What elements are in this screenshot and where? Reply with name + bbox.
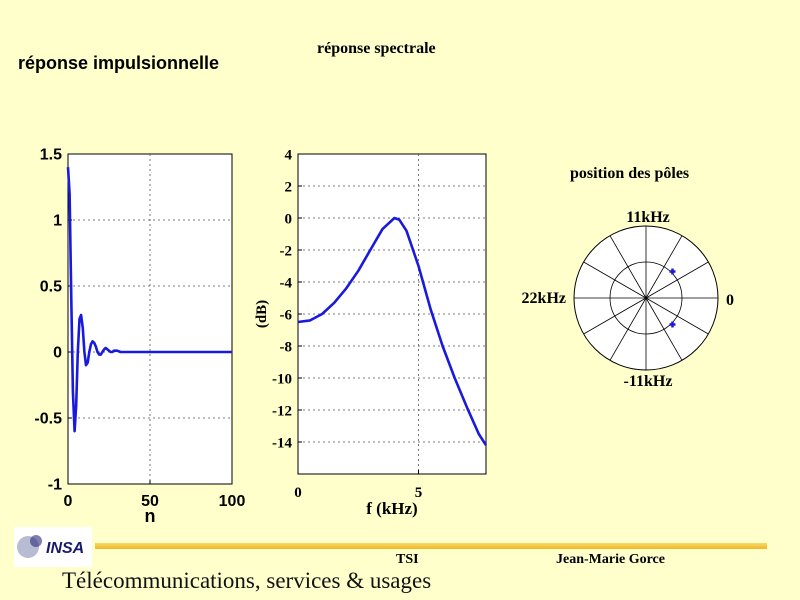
y-tick-label: -6 bbox=[280, 307, 293, 323]
y-tick-label: 2 bbox=[285, 179, 293, 195]
y-tick-label: -2 bbox=[280, 243, 293, 259]
y-tick-label: -10 bbox=[272, 371, 292, 387]
insa-logo: INSA bbox=[14, 527, 92, 567]
x-tick-label: 0 bbox=[294, 485, 302, 501]
label-left: 22kHz bbox=[522, 290, 566, 307]
spoke-line bbox=[645, 261, 709, 299]
poles-title: position des pôles bbox=[570, 165, 690, 182]
spectral-chart: 0 5 4 2 0 -2 -4 -6 -8 -10 -12 -14 f (kHz) (dB) bbox=[254, 147, 488, 518]
label-bottom: -11kHz bbox=[624, 373, 673, 390]
spoke-line bbox=[609, 235, 647, 299]
y-axis-title: (dB) bbox=[254, 300, 270, 328]
y-tick-label: 0.5 bbox=[40, 279, 62, 296]
footer-author: Jean-Marie Gorce bbox=[556, 552, 665, 567]
series-line bbox=[297, 216, 488, 446]
y-tick-label: 0 bbox=[285, 211, 293, 227]
spoke-line bbox=[583, 261, 647, 299]
x-axis-title: n bbox=[145, 506, 156, 526]
x-tick-label: 100 bbox=[219, 493, 246, 510]
series-line bbox=[66, 167, 232, 433]
spoke-line bbox=[645, 235, 683, 299]
y-tick-label: -1 bbox=[48, 477, 62, 494]
y-tick-label: 1.5 bbox=[40, 147, 62, 164]
x-axis-title: f (kHz) bbox=[366, 499, 417, 518]
insa-logo-icon: INSA bbox=[14, 527, 92, 567]
impulse-title: réponse impulsionnelle bbox=[18, 53, 220, 73]
y-tick-label: 0 bbox=[53, 345, 62, 362]
footer-course: TSI bbox=[396, 552, 419, 567]
spoke-line bbox=[609, 297, 647, 361]
footer-subtitle: Télécommunications, services & usages bbox=[62, 568, 432, 593]
y-tick-label: -0.5 bbox=[34, 411, 62, 428]
y-tick-label: -12 bbox=[272, 403, 292, 419]
impulse-chart: 0 50 100 1.5 1 0.5 0 -0.5 -1 n bbox=[34, 147, 246, 526]
label-right: 0 bbox=[726, 292, 734, 309]
y-tick-label: -8 bbox=[280, 339, 293, 355]
y-tick-label: 1 bbox=[53, 213, 62, 230]
x-tick-label: 5 bbox=[415, 485, 423, 501]
logo-text: INSA bbox=[46, 540, 84, 557]
y-tick-label: -4 bbox=[280, 275, 293, 291]
spoke-line bbox=[583, 297, 647, 335]
spoke-line bbox=[645, 297, 683, 361]
label-top: 11kHz bbox=[626, 209, 670, 226]
y-tick-label: 4 bbox=[285, 147, 293, 163]
spectral-title: réponse spectrale bbox=[317, 40, 436, 57]
footer-bar bbox=[95, 543, 767, 549]
y-tick-label: -14 bbox=[272, 435, 292, 451]
pole-diagram: 11kHz -11kHz 22kHz 0 bbox=[522, 209, 734, 390]
plot-area bbox=[297, 153, 487, 475]
x-tick-label: 0 bbox=[64, 493, 73, 510]
spoke-line bbox=[645, 297, 709, 335]
x-tick-label: 50 bbox=[141, 493, 159, 510]
